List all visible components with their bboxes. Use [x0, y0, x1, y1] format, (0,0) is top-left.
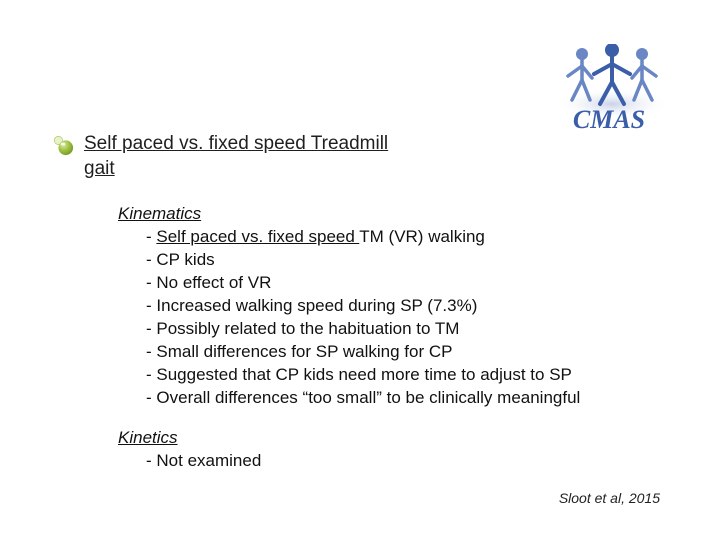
item-text: TM (VR) walking	[359, 227, 485, 246]
list-item: - No effect of VR	[146, 272, 690, 295]
item-text: Suggested that CP kids need more time to…	[156, 365, 571, 384]
content-area: Kinematics - Self paced vs. fixed speed …	[118, 204, 690, 490]
list-item: - Possibly related to the habituation to…	[146, 318, 690, 341]
list-item: - Self paced vs. fixed speed TM (VR) wal…	[146, 226, 690, 249]
title-line2: gait	[84, 158, 115, 179]
kinetics-heading: Kinetics	[118, 428, 690, 448]
kinetics-list: - Not examined	[118, 450, 690, 473]
item-text: Increased walking speed during SP (7.3%)	[156, 296, 477, 315]
item-text: Small differences for SP walking for CP	[156, 342, 452, 361]
kinematics-heading: Kinematics	[118, 204, 690, 224]
bullet-sphere-icon	[52, 134, 74, 156]
logo-text: CMAS	[573, 105, 645, 134]
list-item: - Increased walking speed during SP (7.3…	[146, 295, 690, 318]
list-item: - Not examined	[146, 450, 690, 473]
title-line1: Self paced vs. fixed speed Treadmill	[84, 133, 388, 154]
item-text: Not examined	[156, 451, 261, 470]
slide: CMAS Self paced vs. fixed speed Treadmil…	[0, 0, 720, 540]
item-text: CP kids	[156, 250, 214, 269]
kinematics-list: - Self paced vs. fixed speed TM (VR) wal…	[118, 226, 690, 410]
item-text: Overall differences “too small” to be cl…	[156, 388, 580, 407]
list-item: - CP kids	[146, 249, 690, 272]
slide-title: Self paced vs. fixed speed Treadmill gai…	[84, 132, 388, 181]
item-text: Possibly related to the habituation to T…	[156, 319, 459, 338]
citation: Sloot et al, 2015	[559, 490, 660, 506]
kinetics-section: Kinetics - Not examined	[118, 428, 690, 473]
kinematics-section: Kinematics - Self paced vs. fixed speed …	[118, 204, 690, 410]
people-icon: CMAS	[534, 44, 684, 136]
list-item: - Overall differences “too small” to be …	[146, 387, 690, 410]
item-text: No effect of VR	[156, 273, 271, 292]
underlined-text: Self paced vs. fixed speed	[156, 227, 359, 246]
list-item: - Suggested that CP kids need more time …	[146, 364, 690, 387]
title-row: Self paced vs. fixed speed Treadmill gai…	[52, 132, 388, 181]
logo-cmas: CMAS	[534, 44, 684, 136]
list-item: - Small differences for SP walking for C…	[146, 341, 690, 364]
